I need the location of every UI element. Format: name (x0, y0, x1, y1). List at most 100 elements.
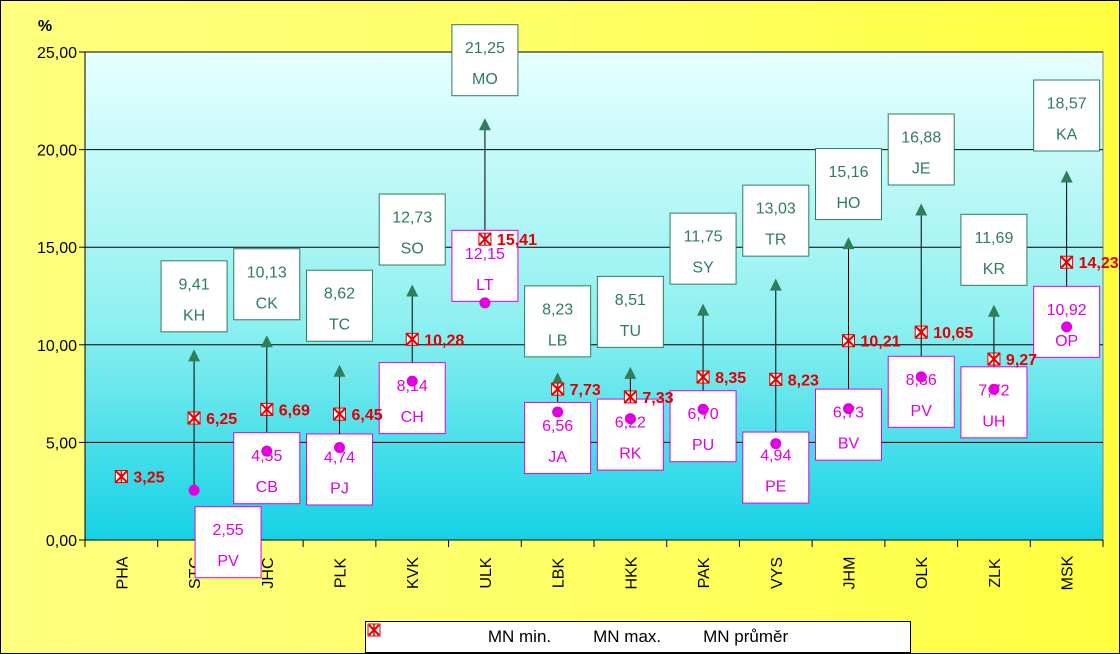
x-tick-label: JHC (260, 557, 277, 588)
y-tick-label: 5,00 (46, 435, 77, 452)
min-label-district: CB (256, 479, 278, 496)
max-marker (260, 335, 273, 348)
max-label-box (742, 184, 810, 257)
max-label-box (887, 113, 955, 186)
max-label-value: 12,73 (392, 210, 432, 227)
min-marker (552, 406, 564, 418)
max-marker (1060, 170, 1073, 183)
x-tick-label: LBK (551, 558, 568, 589)
max-label-district: KH (183, 307, 205, 324)
max-label-district: LB (548, 332, 568, 349)
avg-value-label: 10,65 (933, 325, 973, 342)
max-label-box (524, 285, 592, 358)
max-marker (478, 118, 491, 131)
x-tick-label: VYS (769, 557, 786, 589)
min-label-value: 6,56 (542, 418, 573, 435)
x-tick-label: JHM (842, 557, 859, 590)
min-label-district: BV (838, 436, 860, 453)
avg-value-label: 6,69 (279, 402, 310, 419)
avg-value-label: 9,27 (1006, 352, 1037, 369)
max-label-district: TR (765, 232, 786, 249)
max-label-value: 15,16 (828, 164, 868, 181)
avg-marker (332, 407, 347, 421)
max-marker (769, 278, 782, 291)
avg-value-label: 15,41 (497, 232, 537, 249)
avg-marker (114, 469, 129, 484)
max-label-district: SO (401, 241, 424, 258)
avg-marker (1059, 255, 1074, 269)
min-label-box (815, 388, 882, 461)
max-label-district: JE (912, 161, 931, 178)
max-label-value: 8,62 (324, 286, 355, 303)
x-tick-label: PLK (333, 558, 350, 589)
avg-value-label: 14,23 (1079, 255, 1119, 272)
x-tick-label: MSK (1060, 555, 1077, 590)
max-label-value: 8,23 (542, 301, 573, 318)
min-label-district: JA (548, 449, 567, 466)
max-label-value: 16,88 (901, 130, 941, 147)
max-label-district: CK (256, 295, 279, 312)
min-marker (406, 375, 418, 387)
min-marker (261, 445, 273, 457)
avg-marker (550, 382, 565, 396)
max-label-box (306, 269, 373, 342)
max-label-value: 18,57 (1047, 96, 1087, 113)
max-marker (842, 237, 855, 250)
min-marker (1061, 321, 1073, 333)
legend-min-label: MN min. (487, 627, 552, 646)
min-label-district: PJ (330, 480, 349, 497)
min-label-district: RK (619, 446, 642, 463)
max-marker (915, 203, 928, 216)
min-label-district: LT (476, 277, 494, 294)
avg-marker (696, 370, 710, 384)
max-marker (987, 304, 1000, 317)
max-marker (624, 366, 637, 379)
min-label-box (194, 506, 262, 579)
avg-marker (187, 411, 201, 425)
x-tick-label: PHA (114, 556, 131, 589)
max-label-value: 8,51 (615, 292, 646, 309)
avg-value-label: 8,35 (715, 370, 746, 387)
max-label-value: 13,03 (756, 201, 796, 218)
max-label-district: TC (329, 317, 350, 334)
min-label-district: PE (765, 479, 786, 496)
max-label-box (596, 275, 664, 348)
avg-value-label: 6,45 (352, 407, 383, 424)
avg-marker (769, 372, 783, 387)
y-tick-label: 25,00 (37, 45, 77, 62)
max-label-box (669, 212, 737, 285)
min-label-district: PU (692, 437, 714, 454)
min-label-value: 6,70 (688, 406, 719, 423)
avg-marker (914, 325, 928, 339)
max-label-box (160, 260, 228, 333)
max-label-box (815, 148, 882, 221)
x-tick-label: OLK (914, 557, 931, 589)
min-label-district: PV (217, 553, 239, 570)
legend-item-min: MN min. (368, 624, 552, 647)
y-unit-label: % (38, 18, 52, 35)
max-label-box (378, 193, 446, 266)
max-marker (333, 364, 346, 377)
min-marker (988, 383, 1000, 395)
min-label-value: 8,14 (397, 378, 428, 395)
max-marker (551, 372, 564, 385)
legend: MN min. MN max. MN průměr (365, 621, 911, 653)
y-tick-label: 0,00 (46, 533, 77, 550)
chart: 0,005,0010,0015,0020,0025,00%PHASTCJHCPL… (37, 18, 1119, 590)
max-label-box (960, 213, 1028, 286)
avg-value-label: 10,21 (861, 334, 901, 351)
max-label-box (1033, 79, 1101, 152)
max-label-box (233, 248, 301, 321)
legend-max-label: MN max. (593, 627, 662, 646)
min-marker (915, 371, 927, 383)
legend-item-avg: MN průměr (367, 623, 788, 647)
min-label-value: 2,55 (213, 522, 244, 539)
avg-value-label: 8,23 (788, 372, 819, 389)
avg-value-label: 7,33 (642, 390, 673, 407)
max-label-box (451, 24, 519, 97)
min-label-district: PV (911, 403, 933, 420)
min-marker (479, 297, 491, 309)
max-marker (697, 303, 710, 316)
y-tick-label: 15,00 (37, 240, 77, 257)
min-label-box (596, 398, 664, 471)
